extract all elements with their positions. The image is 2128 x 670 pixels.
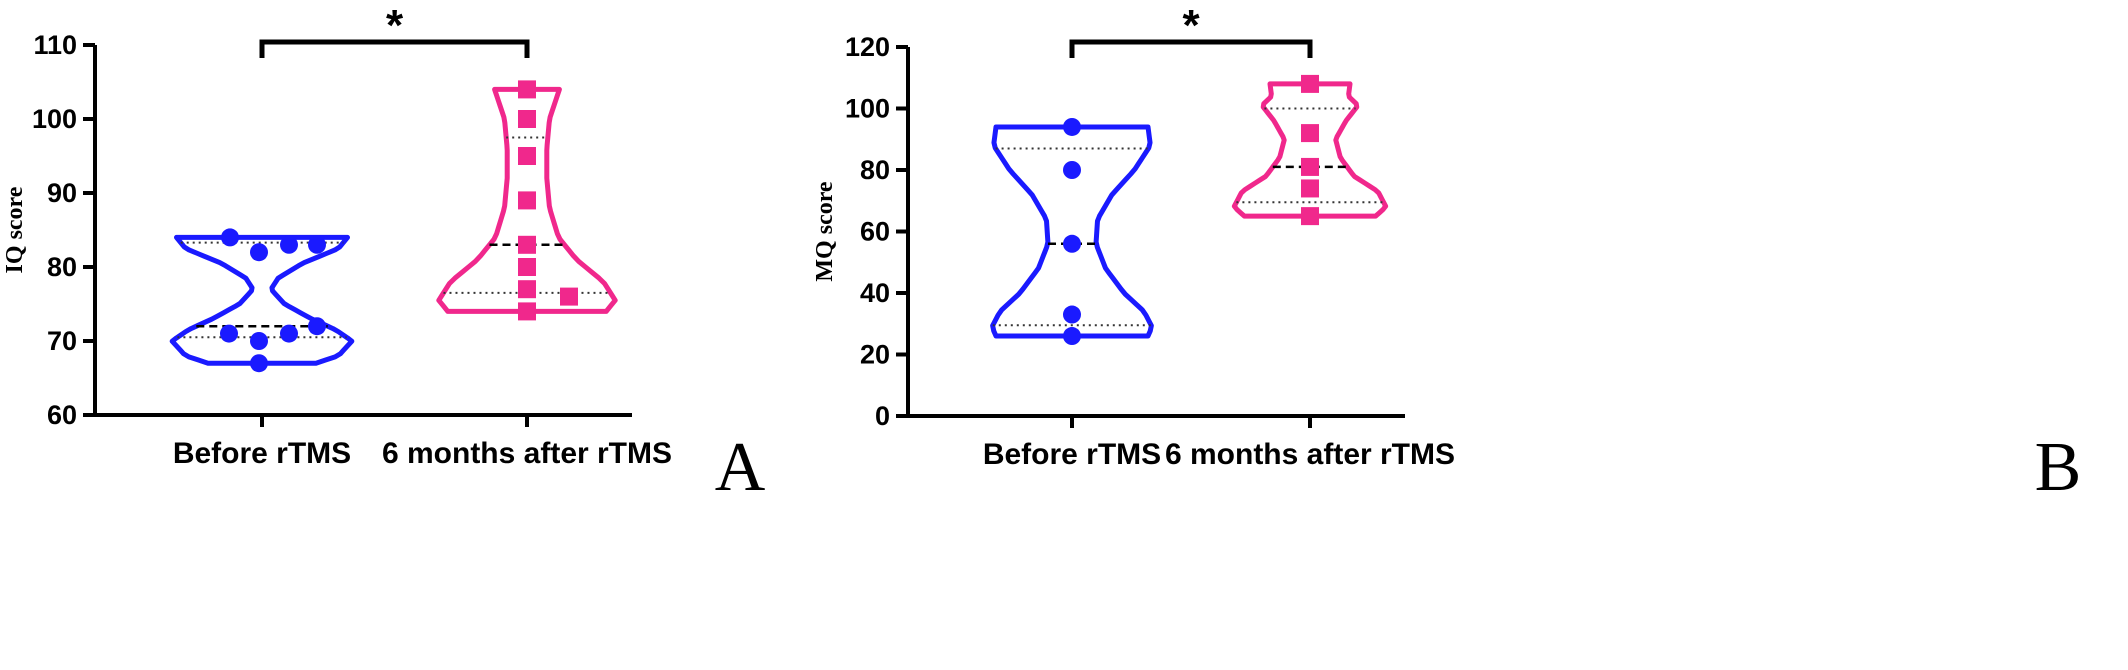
data-point: [518, 147, 536, 165]
data-point: [518, 80, 536, 99]
data-point: [308, 235, 326, 254]
significance-star: *: [1182, 1, 1200, 50]
data-point: [1063, 161, 1081, 179]
data-point: [280, 235, 298, 254]
y-tick-label: 100: [845, 94, 890, 124]
data-point: [1063, 305, 1081, 324]
significance-bracket: [259, 39, 530, 58]
y-tick-label: 80: [47, 252, 77, 282]
data-point: [250, 243, 268, 262]
panel-b: 0 20 40 60 80 100 120 MQ score Before rTMS 6 mont…: [812, 1, 2081, 506]
data-point: [280, 324, 298, 343]
x-category-label: Before rTMS: [173, 437, 351, 470]
data-point: [1301, 179, 1319, 198]
y-axis-title: IQ score: [2, 186, 28, 273]
data-point: [250, 354, 268, 373]
data-point: [518, 110, 536, 128]
x-category-label: 6 months after rTMS: [382, 437, 672, 470]
violin-outline: [436, 86, 618, 314]
violin-outline: [990, 124, 1154, 339]
violin-outline: [1231, 81, 1389, 219]
data-point: [1301, 74, 1319, 93]
data-point: [308, 317, 326, 336]
data-point: [1301, 207, 1319, 226]
panel-letter: B: [2035, 429, 2082, 506]
y-tick-label: 60: [860, 217, 890, 247]
y-tick-label: 120: [845, 32, 890, 62]
data-point: [1063, 327, 1081, 346]
x-category-label: 6 months after rTMS: [1165, 438, 1455, 471]
data-point: [560, 287, 578, 306]
significance-star: *: [386, 1, 404, 50]
data-point: [1063, 117, 1081, 136]
y-axis-title: MQ score: [812, 181, 838, 282]
data-point: [1063, 234, 1081, 253]
y-tick-label: 70: [47, 326, 77, 356]
y-tick-label: 40: [860, 278, 890, 308]
y-tick-label: 110: [33, 30, 77, 60]
y-tick-label: 60: [47, 400, 77, 430]
data-point: [518, 302, 536, 321]
data-point: [518, 280, 536, 299]
data-point: [221, 228, 239, 247]
y-tick-label: 20: [860, 340, 890, 370]
data-point: [220, 324, 238, 343]
y-tick-label: 80: [860, 155, 890, 185]
data-point: [518, 235, 536, 254]
data-point: [518, 258, 536, 276]
x-category-label: Before rTMS: [983, 438, 1161, 471]
y-tick-label: 90: [47, 178, 77, 208]
y-tick-label: 0: [875, 401, 890, 431]
data-point: [1301, 124, 1319, 143]
data-point: [1301, 157, 1319, 176]
significance-bracket: [1069, 39, 1313, 58]
y-tick-label: 100: [32, 104, 77, 134]
data-point: [518, 191, 536, 210]
panel-a: 60 70 80 90 100 110 IQ score Before rTMS 6 month…: [2, 1, 766, 506]
panel-letter: A: [715, 429, 766, 506]
data-point: [250, 332, 268, 350]
